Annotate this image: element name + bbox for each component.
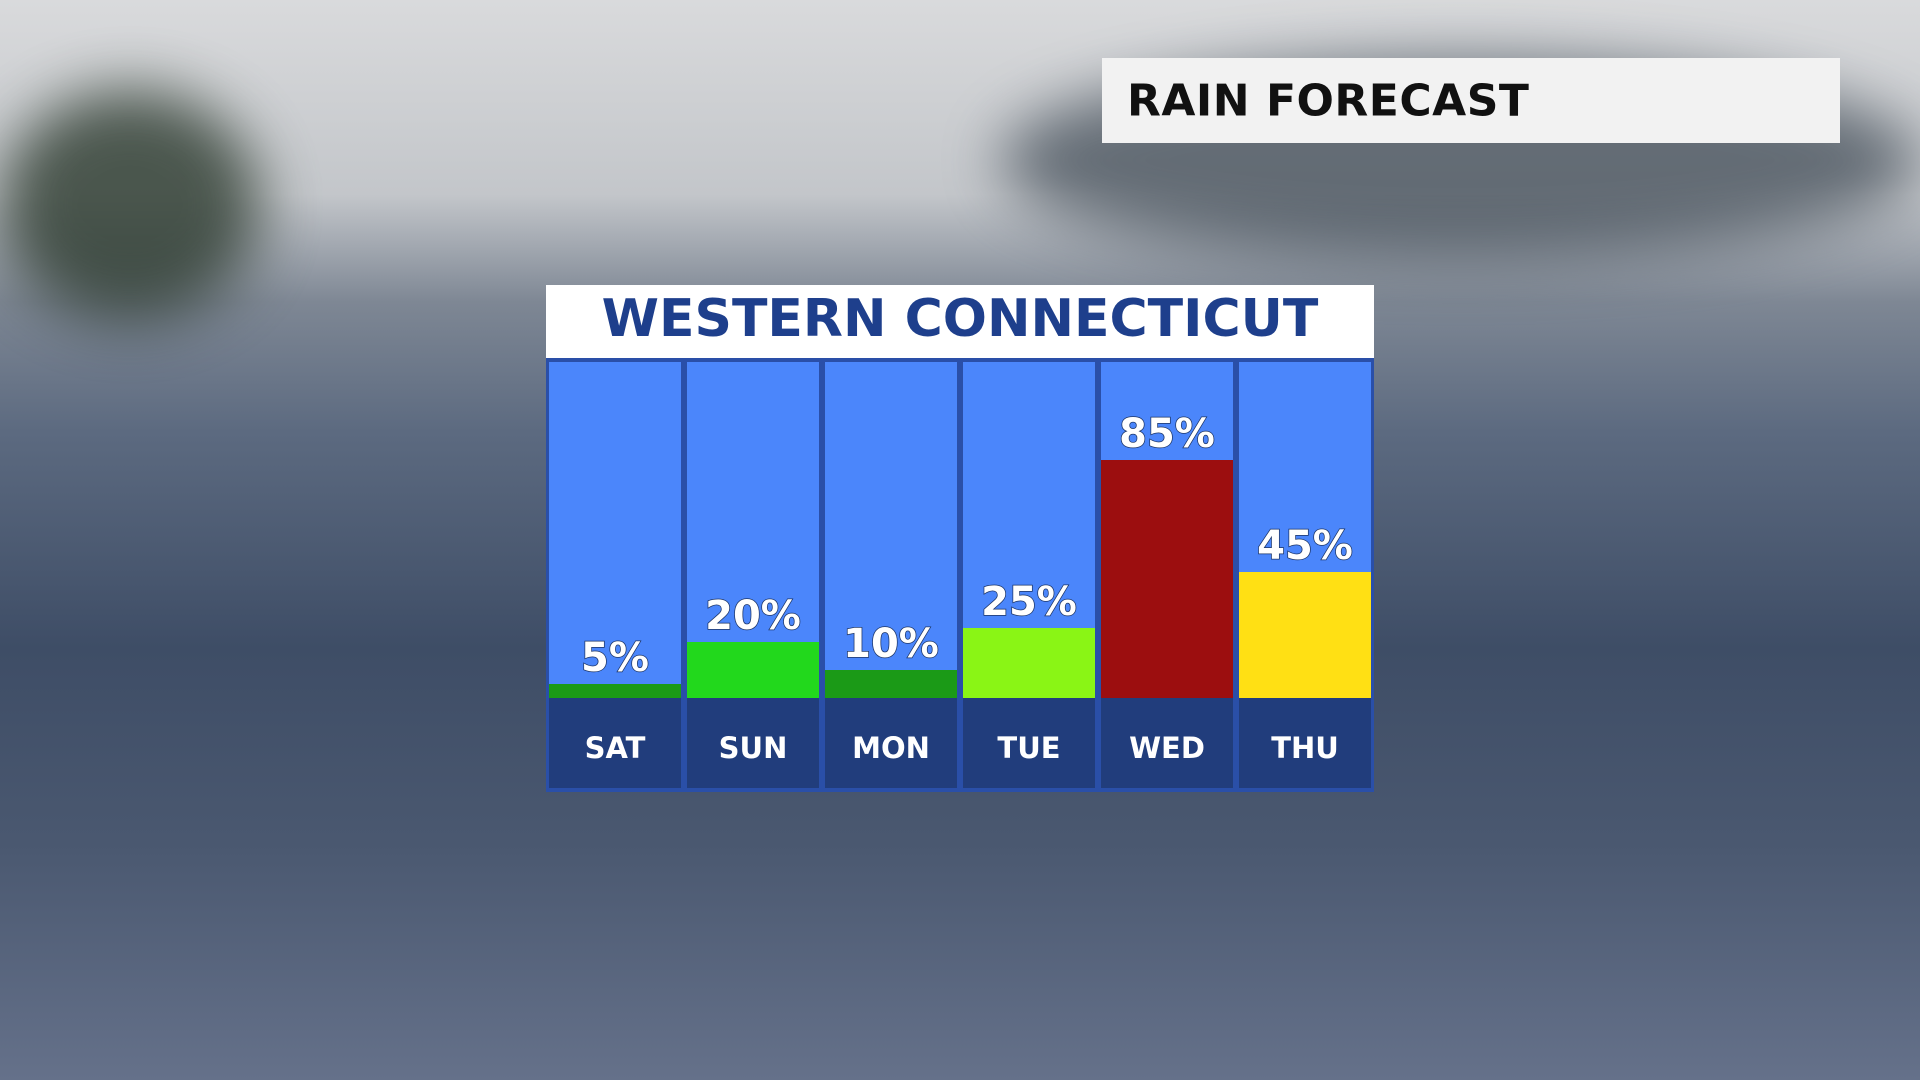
- value-label: 25%: [981, 579, 1077, 625]
- value-label: 5%: [581, 635, 649, 681]
- day-bg: [963, 698, 1095, 788]
- bar: [963, 628, 1095, 698]
- header-box: RAIN FORECAST: [1102, 58, 1840, 143]
- x-tick-label: TUE: [997, 731, 1060, 765]
- column-bg: [549, 362, 681, 698]
- value-label: 20%: [705, 593, 801, 639]
- x-tick-label: MON: [852, 731, 930, 765]
- bar: [549, 684, 681, 698]
- panel: [546, 358, 1374, 792]
- day-bg: [1239, 698, 1371, 788]
- column-bg: [825, 362, 957, 698]
- day-bg: [687, 698, 819, 788]
- value-label: 45%: [1257, 523, 1353, 569]
- bar: [1239, 572, 1371, 698]
- value-label: 85%: [1119, 411, 1215, 457]
- bar: [825, 670, 957, 698]
- title-band: [546, 285, 1374, 358]
- x-tick-label: THU: [1271, 731, 1339, 765]
- day-bg: [1101, 698, 1233, 788]
- chart-title: WESTERN CONNECTICUT: [602, 289, 1319, 349]
- x-tick-label: SAT: [585, 731, 646, 765]
- day-bg: [549, 698, 681, 788]
- bar: [687, 642, 819, 698]
- x-tick-label: WED: [1129, 731, 1205, 765]
- x-tick-label: SUN: [719, 731, 788, 765]
- bar: [1101, 460, 1233, 698]
- tree-silhouette: [0, 90, 260, 320]
- value-label: 10%: [843, 621, 939, 667]
- header-title: RAIN FORECAST: [1127, 75, 1530, 126]
- day-bg: [825, 698, 957, 788]
